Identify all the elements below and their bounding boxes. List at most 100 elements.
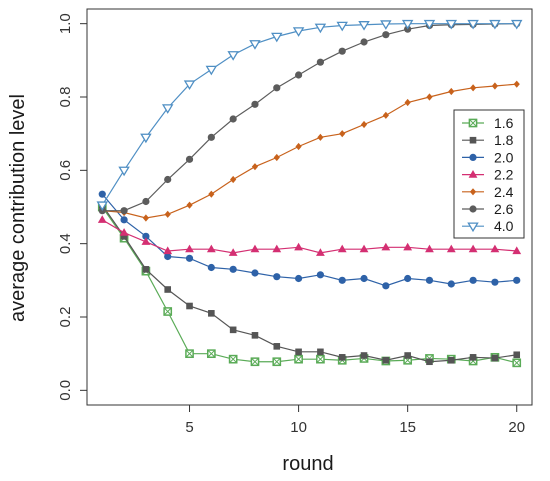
data-point <box>294 242 303 251</box>
data-point <box>469 354 477 361</box>
data-point <box>164 210 171 218</box>
data-point <box>142 197 150 206</box>
data-point <box>251 332 259 339</box>
data-point <box>185 244 194 253</box>
legend-label: 4.0 <box>494 218 514 234</box>
data-point <box>490 244 500 253</box>
data-point <box>491 354 499 362</box>
data-point <box>164 175 172 184</box>
series-line <box>101 219 517 254</box>
y-tick-label: 0.6 <box>57 160 74 181</box>
x-tick-label: 15 <box>399 419 416 436</box>
x-axis: 5 10 15 20 <box>185 405 525 436</box>
data-point-cross <box>294 355 303 364</box>
data-point <box>513 80 520 88</box>
data-point <box>489 19 501 30</box>
data-point <box>316 58 325 66</box>
data-point <box>97 215 107 223</box>
legend-label: 2.4 <box>494 184 514 200</box>
data-point-cross <box>512 358 521 367</box>
data-point <box>491 82 499 90</box>
data-point <box>251 269 259 277</box>
y-tick-label: 0.8 <box>57 87 74 108</box>
data-point <box>142 266 150 273</box>
y-tick-label: 1.0 <box>57 13 74 34</box>
data-point <box>338 47 346 55</box>
data-point <box>404 98 411 107</box>
data-point-cross <box>163 307 172 316</box>
y-tick-label: 0.2 <box>57 307 74 328</box>
data-point <box>317 133 324 141</box>
legend-marker-cross <box>469 119 477 127</box>
data-point <box>120 207 128 215</box>
x-tick-label: 20 <box>508 419 525 436</box>
data-point-cross <box>229 355 238 364</box>
data-point <box>118 166 130 177</box>
data-point <box>380 20 392 30</box>
series-line <box>102 83 517 219</box>
data-point <box>338 276 346 284</box>
data-point <box>141 237 151 245</box>
data-point <box>229 115 237 123</box>
legend-entry: 4.0 <box>462 218 514 234</box>
y-axis: 0.0 0.2 0.4 0.6 0.8 1.0 <box>57 13 87 401</box>
data-point <box>314 23 327 34</box>
y-axis-title: average contribution level <box>7 94 29 322</box>
data-point-cross <box>207 349 216 358</box>
data-point <box>425 276 434 284</box>
data-point <box>448 87 455 96</box>
series-4.0 <box>96 19 523 212</box>
data-point <box>119 228 129 236</box>
data-point <box>491 278 499 286</box>
data-point <box>273 273 281 281</box>
data-point <box>467 19 479 30</box>
data-point <box>208 310 215 317</box>
data-point <box>250 244 260 253</box>
data-point-cross <box>272 357 281 366</box>
series-group <box>96 19 523 368</box>
data-point <box>404 352 411 359</box>
data-point <box>120 216 128 224</box>
data-point <box>295 142 302 151</box>
legend-marker <box>469 136 477 144</box>
data-point <box>339 130 346 138</box>
data-point <box>337 244 347 253</box>
series-1.8 <box>98 201 521 366</box>
data-point <box>207 133 215 141</box>
data-point <box>207 263 215 272</box>
data-point <box>316 271 325 279</box>
data-point-cross <box>316 355 325 364</box>
data-point <box>360 352 368 359</box>
data-point <box>513 276 521 284</box>
data-point <box>510 19 523 30</box>
legend-label: 2.0 <box>494 149 514 165</box>
data-point <box>512 246 522 255</box>
series-line <box>102 23 517 212</box>
data-point <box>164 252 172 261</box>
data-point <box>271 32 283 43</box>
data-point-cross <box>251 357 259 366</box>
data-point <box>273 153 280 162</box>
data-point <box>227 51 239 61</box>
data-point <box>186 302 193 310</box>
y-tick-label: 0.4 <box>57 233 74 254</box>
data-point <box>401 19 414 30</box>
data-point <box>382 31 390 39</box>
plot-border <box>86 8 533 406</box>
data-point <box>98 190 106 198</box>
series-2.4 <box>99 80 520 222</box>
data-point <box>251 100 259 108</box>
legend-entry: 2.2 <box>462 167 514 183</box>
series-line <box>101 193 517 287</box>
data-point <box>382 356 390 364</box>
data-point <box>360 38 368 46</box>
plot-frame <box>86 8 533 406</box>
data-point <box>317 348 324 356</box>
data-point <box>403 242 413 251</box>
data-point <box>161 104 174 114</box>
legend-label: 1.8 <box>494 132 514 148</box>
data-point <box>295 348 302 356</box>
data-point <box>426 93 433 101</box>
series-line <box>101 204 517 363</box>
legend-marker <box>469 153 477 161</box>
